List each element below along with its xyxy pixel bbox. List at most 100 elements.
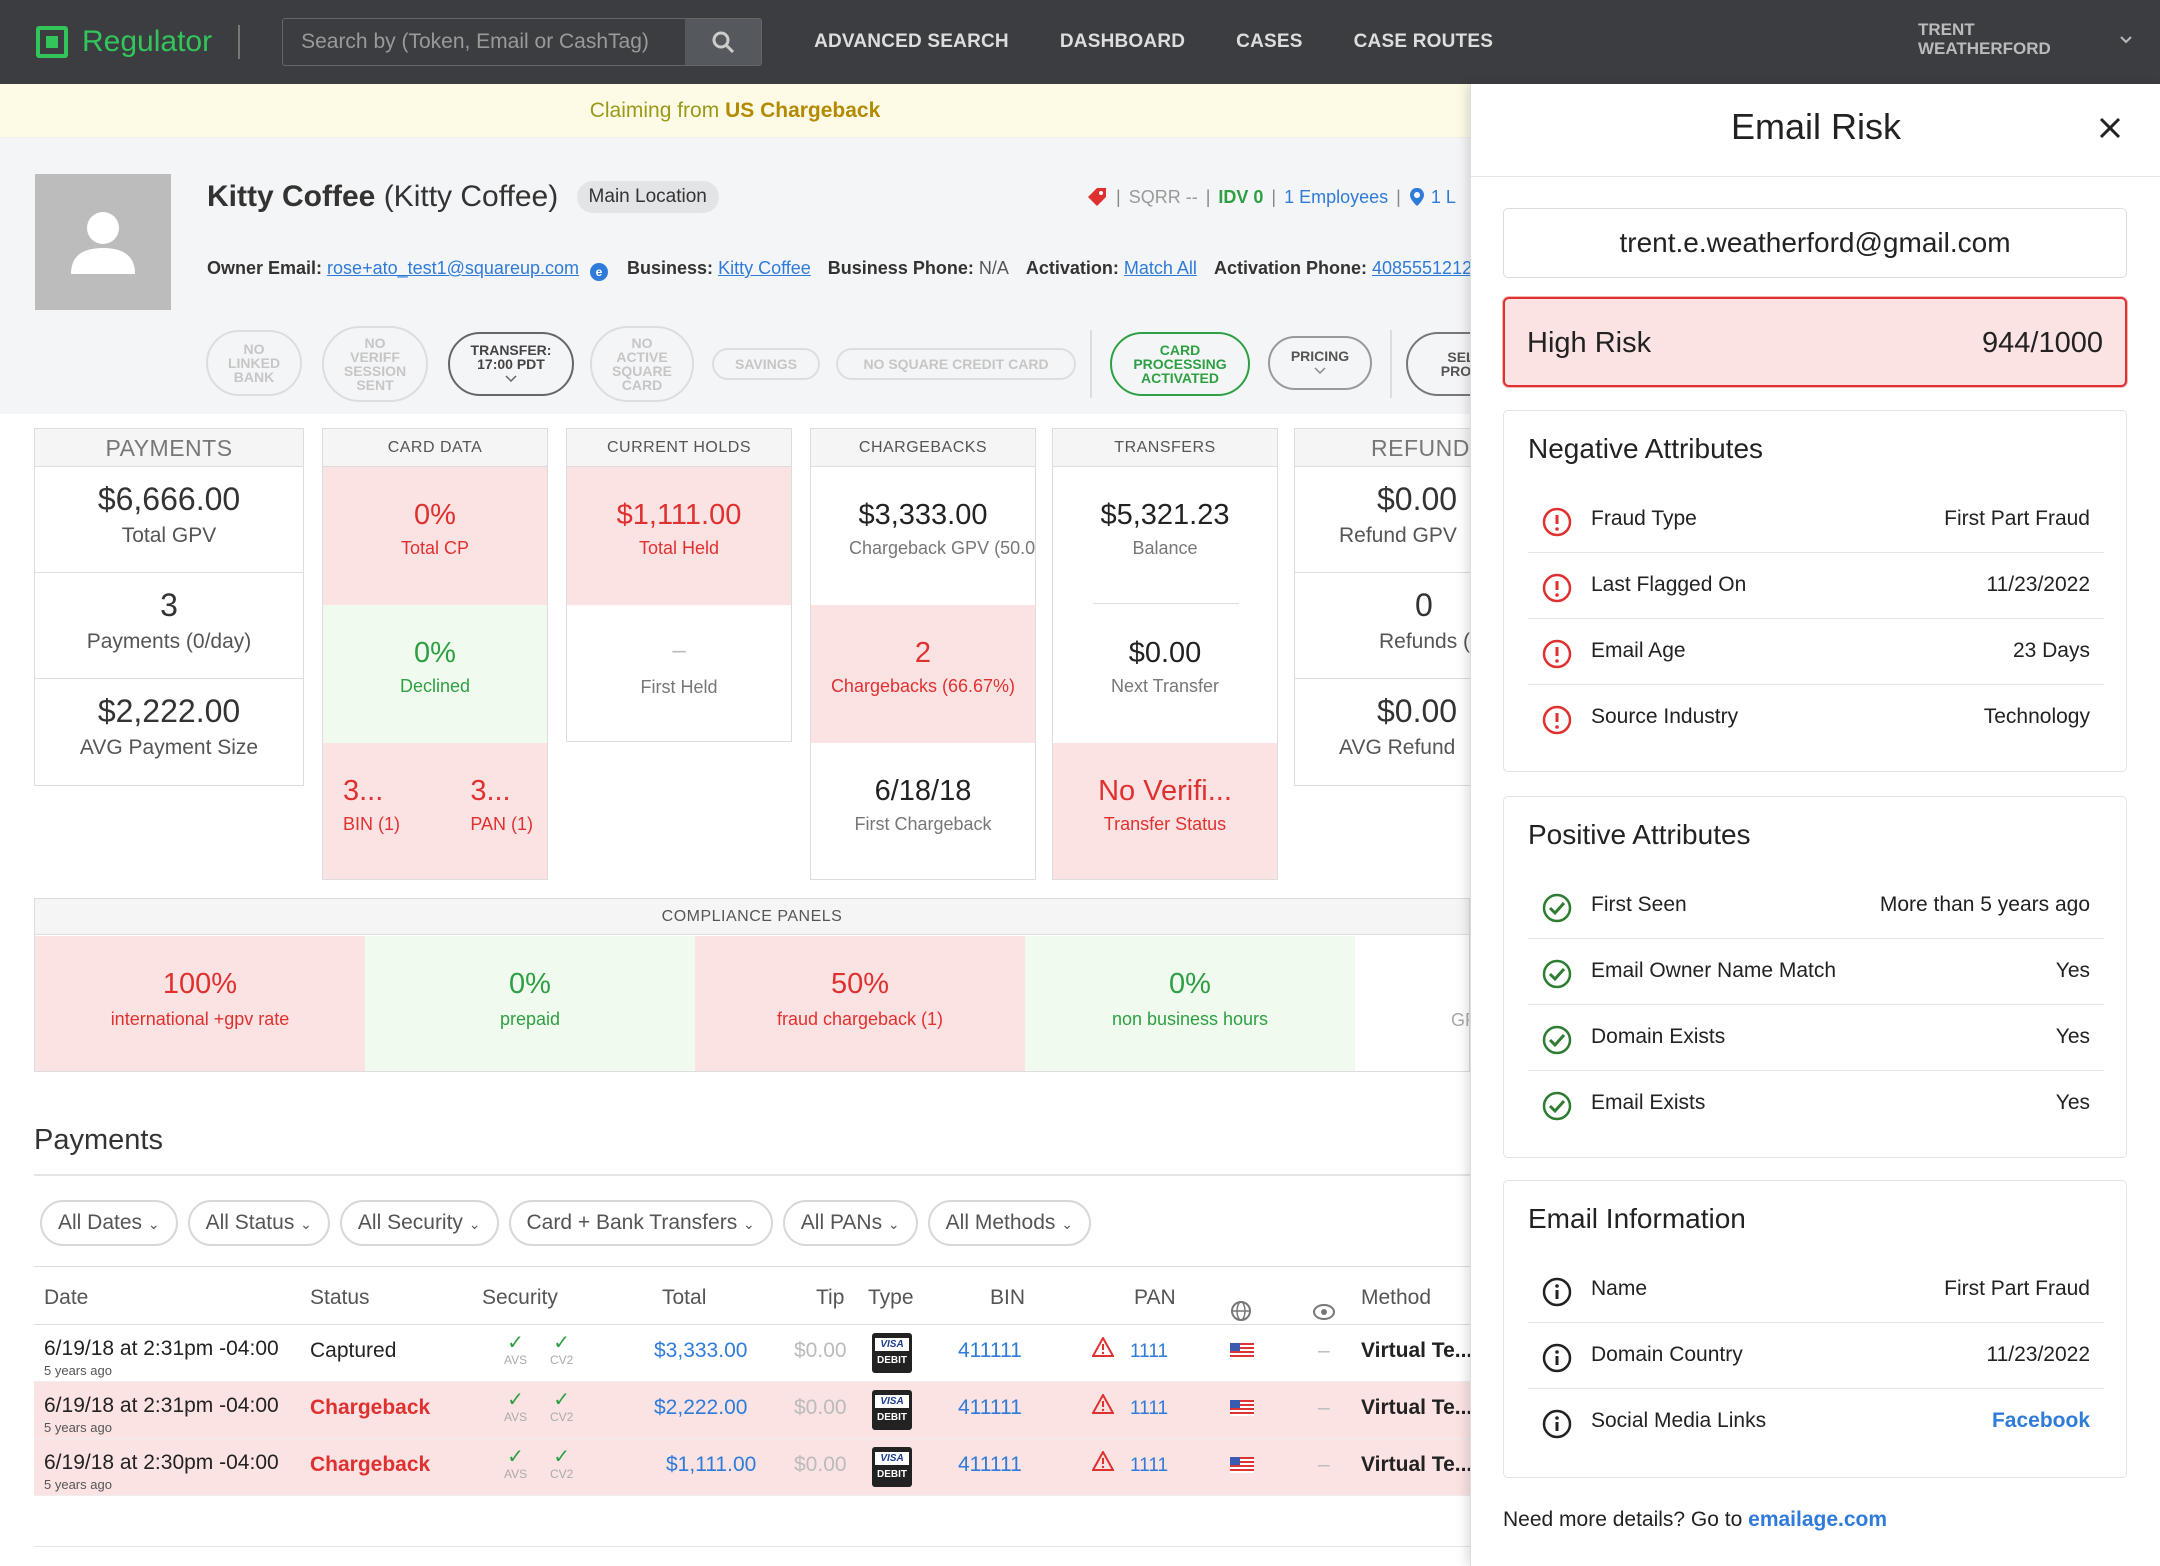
table-row[interactable]: 6/19/18 at 2:31pm -04:00 5 years ago Cha… (34, 1382, 1472, 1439)
nav-dashboard[interactable]: DASHBOARD (1059, 31, 1186, 52)
emailage-link[interactable]: emailage.com (1748, 1508, 1888, 1531)
user-menu[interactable]: TRENT WEATHERFORD (1918, 20, 2051, 58)
attribute-value: Yes (2055, 1025, 2090, 1048)
row-bin[interactable]: 411111 (958, 1339, 1022, 1362)
us-flag-icon (1230, 1455, 1254, 1479)
row-bin[interactable]: 411111 (958, 1396, 1022, 1419)
compliance-cell[interactable]: 0% non business hours (1025, 936, 1355, 1071)
row-pan[interactable]: 1111 (1130, 1398, 1169, 1419)
cv2-check: ✓ CV2 (550, 1446, 574, 1481)
filter-dates[interactable]: All Dates ⌄ (40, 1200, 178, 1246)
table-row[interactable]: 6/19/18 at 2:30pm -04:00 5 years ago Cha… (34, 1439, 1472, 1496)
row-total[interactable]: $2,222.00 (654, 1396, 748, 1419)
compliance-cell[interactable]: GP (1355, 936, 1469, 1071)
compliance-panels: COMPLIANCE PANELS 100% international +gp… (34, 898, 1470, 1072)
attribute-row: Domain Country 11/23/2022 (1528, 1323, 2104, 1389)
table-bottom-line (34, 1546, 1470, 1547)
attribute-label: Domain Country (1591, 1343, 1743, 1366)
chevron-down-icon: ⌄ (1061, 1216, 1073, 1232)
row-ago: 5 years ago (44, 1477, 112, 1492)
badge-no-veriff-session[interactable]: NO VERIFF SESSION SENT (322, 326, 428, 402)
filter-pans[interactable]: All PANs ⌄ (782, 1200, 918, 1246)
col-security[interactable]: Security (482, 1286, 558, 1309)
activation-phone-link[interactable]: 4085551212 (1371, 258, 1473, 278)
eye-icon[interactable] (1312, 1286, 1336, 1342)
badge-no-active-square-card[interactable]: NO ACTIVE SQUARE CARD (590, 326, 694, 402)
owner-email-user[interactable]: rose+ato_test1 (327, 258, 447, 278)
compliance-cell[interactable]: 50% fraud chargeback (1) (695, 936, 1025, 1071)
search-button[interactable] (685, 19, 762, 65)
filter-transfers[interactable]: Card + Bank Transfers ⌄ (508, 1200, 773, 1246)
badge-savings[interactable]: SAVINGS (712, 348, 820, 380)
globe-icon[interactable] (1230, 1286, 1252, 1342)
col-tip[interactable]: Tip (816, 1286, 845, 1309)
col-type[interactable]: Type (868, 1286, 914, 1309)
chevron-down-icon[interactable] (2118, 32, 2134, 48)
nav-cases[interactable]: CASES (1236, 31, 1303, 52)
badge-transfer[interactable]: TRANSFER: 17:00 PDT (448, 332, 574, 396)
check-icon: ✓ (507, 1446, 524, 1468)
row-total[interactable]: $1,111.00 (666, 1453, 757, 1476)
bin-label: BIN (1) (343, 814, 401, 834)
attribute-value: 11/23/2022 (1986, 1343, 2090, 1366)
col-bin[interactable]: BIN (990, 1286, 1026, 1309)
more-details-text: Need more details? Go to (1503, 1508, 1749, 1531)
row-total[interactable]: $3,333.00 (654, 1339, 748, 1362)
row-pan[interactable]: 1111 (1130, 1341, 1169, 1362)
filter-security[interactable]: All Security ⌄ (339, 1200, 499, 1246)
tile-divider (1093, 603, 1239, 604)
col-method[interactable]: Method (1361, 1286, 1432, 1309)
row-pan[interactable]: 1111 (1130, 1455, 1169, 1476)
col-pan[interactable]: PAN (1134, 1286, 1176, 1309)
current-holds-tile: CURRENT HOLDS $1,111.00 Total Held – Fir… (566, 428, 792, 742)
nav-case-routes[interactable]: CASE ROUTES (1353, 31, 1494, 52)
search-input[interactable] (283, 19, 686, 65)
col-total[interactable]: Total (662, 1286, 707, 1309)
alert-circle-icon (1542, 705, 1572, 735)
attribute-value: 11/23/2022 (1986, 573, 2090, 596)
badge-sel-prod[interactable]: SELPROD (1406, 332, 1470, 396)
table-row[interactable]: 6/19/18 at 2:31pm -04:00 5 years ago Cap… (34, 1325, 1472, 1382)
warning-icon (1091, 1392, 1115, 1420)
facebook-link[interactable]: Facebook (1991, 1409, 2090, 1432)
chevron-down-icon: ⌄ (468, 1216, 481, 1232)
badge-no-square-credit-card[interactable]: NO SQUARE CREDIT CARD (836, 348, 1076, 380)
employees-link[interactable]: 1 Employees (1284, 186, 1389, 207)
row-bin[interactable]: 411111 (958, 1453, 1022, 1476)
filter-methods[interactable]: All Methods ⌄ (927, 1200, 1091, 1246)
claim-banner: Claiming from US Chargeback (0, 84, 1470, 138)
check-circle-icon (1542, 959, 1572, 989)
regulator-logo[interactable]: Regulator (36, 25, 212, 59)
email-information-card: Email Information Name First Part Fraud … (1503, 1180, 2127, 1478)
stat-sep: | (1116, 186, 1121, 207)
col-status[interactable]: Status (310, 1286, 370, 1309)
col-date[interactable]: Date (44, 1286, 89, 1309)
user-last-name: WEATHERFORD (1918, 39, 2051, 58)
compliance-cell[interactable]: 100% international +gpv rate (35, 936, 365, 1071)
badge-no-linked-bank[interactable]: NO LINKED BANK (206, 330, 302, 396)
row-date: 6/19/18 at 2:31pm -04:00 (44, 1394, 279, 1417)
panel-title: Email Risk (1730, 106, 1901, 147)
attribute-value: Technology (1983, 705, 2090, 728)
row-dash: – (1318, 1453, 1330, 1476)
compliance-cell[interactable]: 0% prepaid (365, 936, 695, 1071)
badge-card-processing-activated[interactable]: CARD PROCESSING ACTIVATED (1110, 332, 1250, 396)
nav-advanced-search[interactable]: ADVANCED SEARCH (814, 31, 1009, 52)
pan-value[interactable]: 3... (470, 775, 511, 807)
business-link[interactable]: Kitty Coffee (718, 258, 811, 278)
location-badge[interactable]: Main Location (576, 181, 719, 213)
badge-row: NO LINKED BANK NO VERIFF SESSION SENT TRANSFE… (206, 326, 1470, 402)
activation-link[interactable]: Match All (1123, 258, 1197, 278)
attribute-label: Name (1591, 1277, 1648, 1300)
chevron-down-icon: ⌄ (743, 1216, 755, 1232)
chevron-down-icon (505, 375, 517, 383)
payments-count-value: 3 (160, 587, 178, 623)
bin-value[interactable]: 3... (343, 775, 384, 807)
filter-status[interactable]: All Status ⌄ (187, 1200, 330, 1246)
locations-link[interactable]: 1 L (1430, 186, 1456, 207)
check-icon: ✓ (507, 1332, 524, 1354)
owner-email-domain[interactable]: @squareup.com (446, 258, 579, 278)
idv-stat[interactable]: IDV 0 (1218, 186, 1264, 207)
badge-pricing[interactable]: PRICING (1268, 336, 1372, 390)
close-icon[interactable] (2098, 116, 2122, 140)
